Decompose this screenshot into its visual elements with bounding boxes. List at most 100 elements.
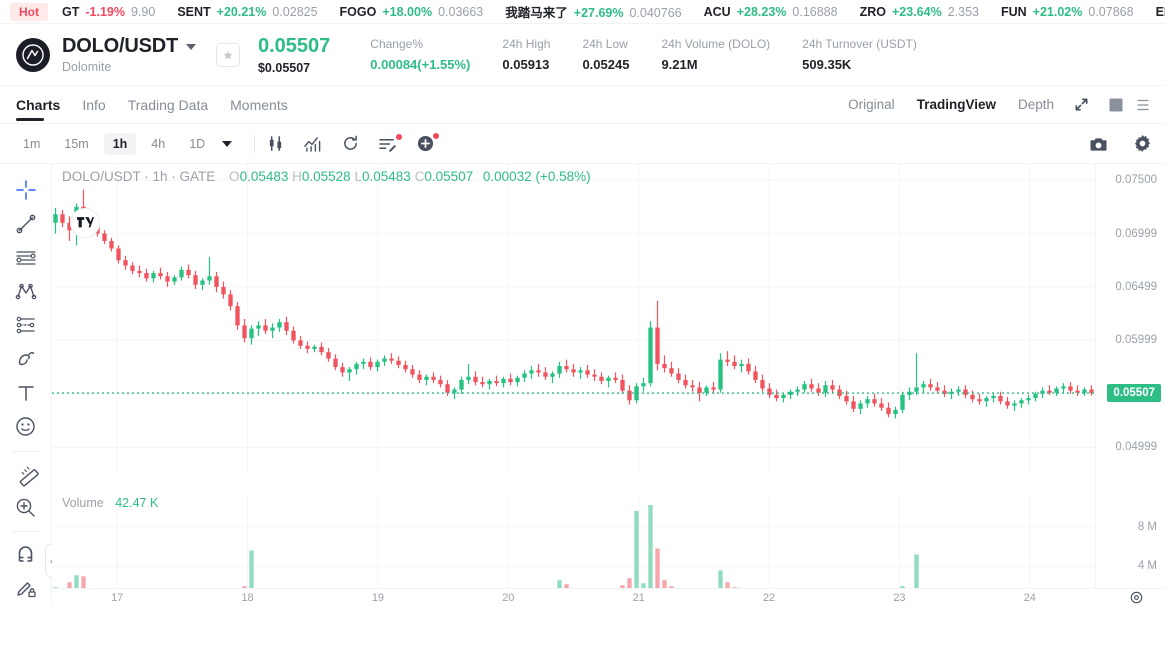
timeframe-15m[interactable]: 15m bbox=[64, 136, 89, 151]
drawing-tools-sidebar: ‹ bbox=[0, 164, 58, 606]
time-axis-label: 21 bbox=[632, 592, 645, 604]
ticker-symbol: ACU bbox=[703, 4, 731, 19]
stat-value: 509.35K bbox=[802, 57, 852, 72]
price-axis[interactable]: 0.07500 0.06999 0.06499 0.05999 0.04999 0.055… bbox=[1095, 164, 1165, 606]
stat-value: 0.00084(+1.55%) bbox=[370, 57, 471, 72]
menu-list-icon[interactable] bbox=[1137, 98, 1149, 112]
ticker-symbol: ENSO bbox=[1155, 4, 1165, 19]
section-tabs-row: Charts Info Trading Data Moments Original Tr… bbox=[0, 86, 1165, 124]
chart-area: ‹ DOLO/USDT · 1h · GATE O0.05483 H0.0552… bbox=[0, 164, 1165, 606]
order-list-icon[interactable] bbox=[379, 133, 403, 152]
ticker-item[interactable]: SENT +20.21% 0.02825 bbox=[177, 5, 317, 19]
indicators-icon[interactable] bbox=[304, 135, 322, 152]
volume-value: 42.47 K bbox=[115, 496, 159, 510]
time-axis[interactable]: 17 18 19 20 21 22 23 24 bbox=[52, 588, 1165, 606]
chart-canvas-area[interactable]: DOLO/USDT · 1h · GATE O0.05483 H0.05528 … bbox=[52, 164, 1165, 606]
tradingview-logo-icon bbox=[70, 208, 100, 238]
current-price-label: 0.05507 bbox=[1107, 384, 1161, 403]
pair-title: DOLO/USDT bbox=[62, 35, 178, 57]
tab-trading-data[interactable]: Trading Data bbox=[127, 96, 209, 113]
ticker-item[interactable]: ACU +28.23% 0.16888 bbox=[704, 5, 838, 19]
view-option-depth[interactable]: Depth bbox=[1017, 97, 1054, 112]
add-indicator-icon[interactable] bbox=[417, 133, 440, 152]
candlestick-type-icon[interactable] bbox=[267, 135, 284, 152]
ticker-item[interactable]: FOGO +18.00% 0.03663 bbox=[340, 5, 484, 19]
view-option-tradingview[interactable]: TradingView bbox=[916, 97, 996, 112]
ticker-change: +18.00% bbox=[382, 4, 433, 19]
volume-axis-label: 4 M bbox=[1137, 560, 1157, 573]
magnet-icon[interactable] bbox=[9, 538, 43, 570]
emoji-sticker-icon[interactable] bbox=[9, 411, 43, 443]
price-axis-label: 0.06999 bbox=[1115, 227, 1157, 240]
ticker-item[interactable]: 我踏马来了 +27.69% 0.040766 bbox=[505, 2, 681, 21]
timeframe-4h[interactable]: 4h bbox=[151, 136, 166, 151]
volume-label: Volume bbox=[62, 496, 104, 510]
timeframe-1h[interactable]: 1h bbox=[103, 132, 137, 155]
projection-lines-icon[interactable] bbox=[9, 309, 43, 341]
ticker-symbol: 我踏马来了 bbox=[505, 6, 568, 20]
view-option-original[interactable]: Original bbox=[848, 97, 895, 112]
price-axis-label: 0.06499 bbox=[1115, 281, 1157, 294]
chart-legend: DOLO/USDT · 1h · GATE O0.05483 H0.05528 … bbox=[62, 169, 591, 184]
ticker-change: +28.23% bbox=[736, 4, 787, 19]
volume-legend: Volume 42.47 K bbox=[62, 496, 158, 510]
timeframe-1D[interactable]: 1D bbox=[189, 136, 206, 151]
crosshair-cursor-icon[interactable] bbox=[9, 174, 43, 206]
stat-value: 9.21M bbox=[661, 57, 698, 72]
ticker-price: 0.040766 bbox=[629, 6, 682, 20]
screenshot-camera-icon[interactable] bbox=[1090, 136, 1108, 152]
ticker-item[interactable]: ZRO +23.64% 2.353 bbox=[860, 5, 979, 19]
measure-ruler-icon[interactable] bbox=[9, 458, 43, 490]
time-axis-label: 22 bbox=[762, 592, 776, 604]
ticker-change: -1.19% bbox=[85, 4, 125, 19]
stat-label: 24h Volume (DOLO) bbox=[661, 37, 771, 51]
notification-dot bbox=[433, 133, 440, 139]
time-axis-label: 19 bbox=[371, 592, 385, 604]
drawing-lock-icon[interactable] bbox=[9, 572, 43, 604]
text-tool-icon[interactable] bbox=[9, 377, 43, 409]
pair-stat: 24h Turnover (USDT) 509.35K bbox=[802, 37, 917, 72]
stat-label: 24h Low bbox=[582, 37, 628, 51]
ticker-symbol: GT bbox=[62, 4, 80, 19]
time-axis-settings-icon[interactable] bbox=[1130, 591, 1143, 604]
chart-legend-ohlc: O0.05483 H0.05528 L0.05483 C0.05507 0.00… bbox=[229, 169, 591, 184]
dolomite-logo-icon bbox=[16, 37, 50, 72]
hot-badge: Hot bbox=[10, 2, 48, 21]
layout-square-icon[interactable] bbox=[1109, 98, 1123, 112]
fullscreen-expand-icon[interactable] bbox=[1074, 97, 1089, 112]
pair-name-block[interactable]: DOLO/USDT Dolomite bbox=[62, 35, 196, 74]
ticker-item[interactable]: GT -1.19% 9.90 bbox=[62, 5, 155, 19]
tab-moments[interactable]: Moments bbox=[230, 96, 288, 113]
tools-divider bbox=[12, 450, 39, 452]
favorite-star-button[interactable] bbox=[215, 42, 240, 67]
pair-stat: 24h Volume (DOLO) 9.21M bbox=[661, 37, 770, 72]
pitchfork-pattern-icon[interactable] bbox=[9, 276, 43, 308]
ticker-item[interactable]: FUN +21.02% 0.07868 bbox=[1001, 5, 1134, 19]
price-axis-label: 0.04999 bbox=[1115, 441, 1157, 454]
trend-line-icon[interactable] bbox=[9, 208, 43, 240]
ticker-change: +23.64% bbox=[891, 4, 942, 19]
brush-draw-icon[interactable] bbox=[9, 343, 43, 375]
stat-label: Change% bbox=[370, 37, 423, 51]
zoom-in-icon[interactable] bbox=[9, 492, 43, 524]
stat-label: 24h High bbox=[502, 37, 551, 51]
ticker-change: +20.21% bbox=[216, 4, 267, 19]
fibonacci-retracement-icon[interactable] bbox=[9, 242, 43, 274]
price-axis-label: 0.05999 bbox=[1115, 334, 1157, 347]
pair-stat: 24h High 0.05913 bbox=[502, 37, 550, 72]
price-chart-pane bbox=[52, 164, 1095, 474]
timeframe-dropdown-icon[interactable] bbox=[222, 140, 233, 147]
ticker-price: 0.03663 bbox=[438, 4, 484, 19]
ticker-symbol: FOGO bbox=[339, 4, 377, 19]
chart-view-options: Original TradingView Depth bbox=[826, 97, 1149, 112]
tab-info[interactable]: Info bbox=[82, 96, 106, 113]
chart-settings-gear-icon[interactable] bbox=[1134, 135, 1151, 152]
chart-toolbar: 1m 15m 1h 4h 1D bbox=[0, 124, 1165, 164]
stat-value: 0.05913 bbox=[502, 57, 550, 72]
chevron-down-icon[interactable] bbox=[185, 43, 196, 50]
tab-charts[interactable]: Charts bbox=[16, 86, 60, 124]
refresh-icon[interactable] bbox=[342, 135, 359, 152]
volume-axis-label: 8 M bbox=[1137, 520, 1157, 533]
timeframe-1m[interactable]: 1m bbox=[23, 136, 41, 151]
ticker-item[interactable]: ENSO+53.20%0.8728 bbox=[1156, 5, 1165, 19]
